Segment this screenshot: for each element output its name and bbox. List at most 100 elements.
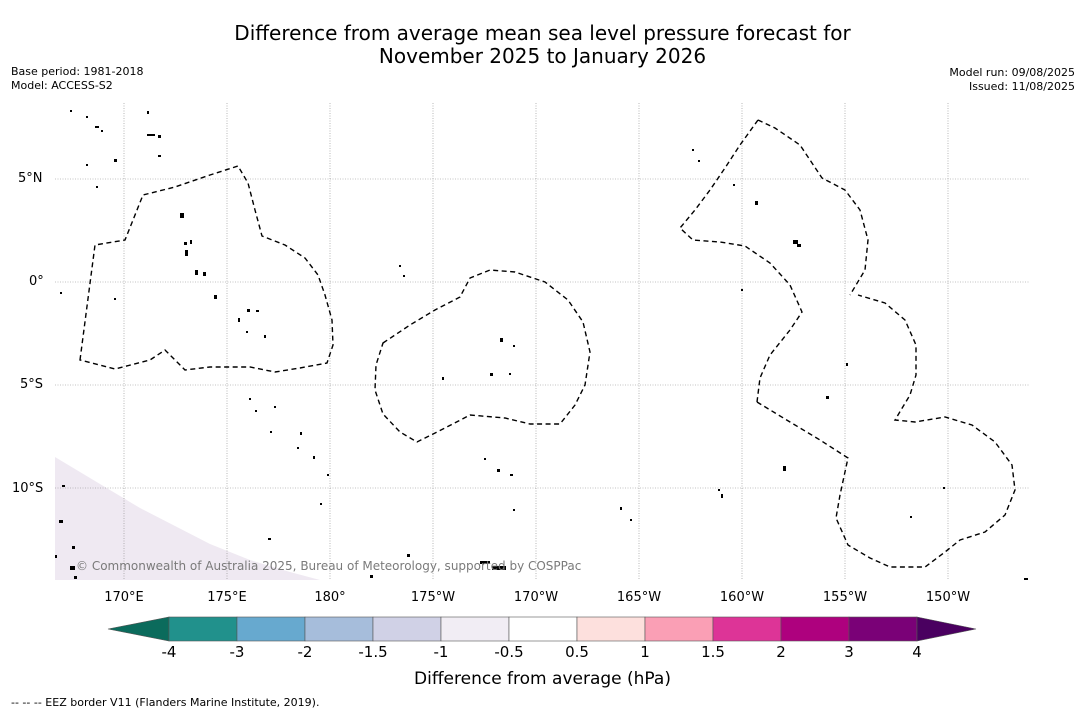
island	[510, 474, 513, 476]
colorbar-segment	[848, 616, 918, 642]
island	[114, 159, 117, 162]
island	[158, 155, 161, 157]
title-line-1: Difference from average mean sea level p…	[234, 21, 851, 45]
island	[370, 575, 373, 578]
island	[733, 184, 735, 186]
island	[59, 520, 63, 523]
island	[297, 447, 299, 449]
island	[620, 507, 622, 510]
colorbar-segment	[712, 616, 782, 642]
island	[513, 345, 515, 347]
island	[755, 201, 758, 205]
island	[783, 466, 786, 471]
island	[484, 458, 486, 460]
island	[943, 487, 945, 489]
island	[101, 130, 103, 132]
island	[718, 489, 720, 491]
colorbar-tick: 4	[912, 643, 922, 661]
colorbar-segment	[168, 616, 238, 642]
island	[320, 503, 322, 505]
title-line-2: November 2025 to January 2026	[378, 44, 707, 68]
island	[497, 469, 500, 472]
eez-border-west	[79, 165, 334, 373]
island	[72, 546, 75, 549]
eez-border-east-north-west	[679, 119, 803, 403]
colorbar-extend-high	[916, 616, 977, 642]
lon-label-170w: 170°W	[513, 590, 559, 605]
island	[147, 134, 155, 136]
island	[70, 566, 75, 570]
island	[513, 509, 515, 511]
colorbar-tick: 0.5	[565, 643, 589, 661]
island	[274, 406, 276, 408]
island	[399, 265, 401, 267]
issued-text: Issued: 11/08/2025	[968, 80, 1075, 93]
model-run-text: Model run: 09/08/2025	[949, 66, 1075, 79]
island	[184, 242, 187, 245]
island	[246, 331, 248, 333]
map-title: Difference from average mean sea level p…	[0, 22, 1085, 68]
colorbar-segment	[304, 616, 374, 642]
lon-label-180: 180°	[314, 590, 346, 605]
model-text: Model: ACCESS-S2	[11, 79, 113, 92]
island	[327, 474, 329, 476]
colorbar-tick: -3	[229, 643, 245, 661]
lat-label-10s: 10°S	[12, 481, 44, 496]
eez-border-central	[374, 269, 591, 443]
island	[158, 135, 161, 138]
island	[509, 373, 511, 375]
island	[249, 398, 251, 400]
anomaly-shading	[55, 457, 320, 580]
lon-label-175e: 175°E	[207, 590, 247, 605]
island	[698, 160, 700, 162]
base-period-text: Base period: 1981-2018	[11, 65, 144, 78]
island	[74, 576, 77, 579]
colorbar-tick: -1	[433, 643, 449, 661]
island	[60, 292, 62, 294]
lon-label-155w: 155°W	[822, 590, 868, 605]
colorbar-extend-low	[107, 616, 170, 642]
lon-label-175w: 175°W	[410, 590, 456, 605]
colorbar-segment	[372, 616, 442, 642]
island	[264, 335, 266, 338]
colorbar-tick: -1.5	[358, 643, 388, 661]
lat-label-5n: 5°N	[18, 171, 43, 186]
island	[96, 186, 98, 188]
island	[256, 310, 259, 312]
colorbar-tick: -0.5	[494, 643, 524, 661]
island	[630, 519, 632, 521]
island	[114, 298, 116, 300]
colorbar-tick: 1.5	[701, 643, 725, 661]
island	[203, 272, 206, 276]
lon-label-165w: 165°W	[616, 590, 662, 605]
island	[268, 538, 271, 540]
island	[214, 295, 217, 299]
islands	[55, 110, 1028, 580]
island	[403, 275, 405, 277]
colorbar-tick: 1	[640, 643, 650, 661]
island	[442, 377, 444, 380]
island	[86, 164, 88, 166]
colorbar-segment	[236, 616, 306, 642]
island	[741, 289, 743, 291]
colorbar-segment	[576, 616, 646, 642]
island	[86, 116, 88, 118]
island	[70, 110, 72, 112]
gridlines	[55, 103, 1030, 580]
island	[692, 149, 694, 151]
colorbar-segment	[440, 616, 510, 642]
colorbar-tick: 2	[776, 643, 786, 661]
island	[797, 244, 801, 247]
island	[826, 396, 829, 399]
island	[185, 250, 188, 256]
island	[492, 566, 506, 570]
island	[62, 485, 65, 487]
lon-label-170e: 170°E	[104, 590, 144, 605]
island	[793, 240, 798, 244]
colorbar-tick: -4	[161, 643, 177, 661]
lon-label-150w: 150°W	[925, 590, 971, 605]
island	[846, 363, 848, 366]
island	[1024, 578, 1028, 580]
